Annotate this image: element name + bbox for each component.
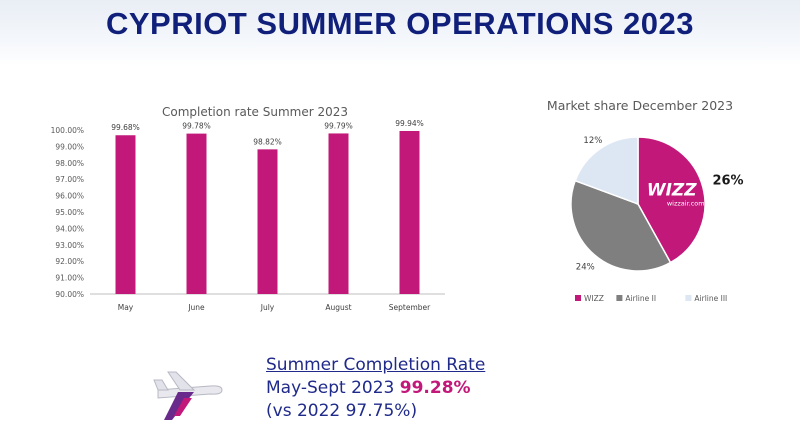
bar-chart-title: Completion rate Summer 2023	[161, 105, 348, 119]
y-tick-label: 97.00%	[55, 175, 84, 184]
pie-slice	[574, 136, 639, 206]
summary-block: Summer Completion Rate May-Sept 2023 99.…	[266, 354, 485, 423]
bar-value-label: 99.78%	[182, 122, 211, 131]
y-tick-label: 93.00%	[55, 241, 84, 250]
bar-chart: 90.00% 91.00% 92.00% 93.00% 94.00% 95.00% 96.0…	[51, 119, 445, 312]
wizz-logo: WIZZ	[647, 180, 697, 200]
pie-value-label: 12%	[583, 136, 602, 146]
pie-chart-title: Market share December 2023	[546, 98, 734, 113]
legend-swatch	[616, 295, 623, 301]
y-tick-label: 92.00%	[55, 257, 84, 266]
pie-value-label: 24%	[576, 262, 595, 272]
summary-period-line: May-Sept 2023 99.28%	[266, 377, 485, 400]
y-tick-label: 94.00%	[55, 224, 84, 233]
y-tick-label: 99.00%	[55, 142, 84, 151]
summary-comparison: (vs 2022 97.75%)	[266, 401, 418, 421]
x-tick-label: May	[118, 303, 134, 312]
legend-swatch	[575, 295, 581, 301]
legend-label: Airline II	[625, 294, 656, 303]
x-tick-label: August	[325, 303, 351, 312]
pie-slice	[570, 179, 672, 272]
pie-value-label: 26%	[712, 174, 743, 189]
bar	[257, 149, 278, 294]
bar-value-label: 99.94%	[395, 119, 424, 128]
bar-value-label: 98.82%	[253, 137, 282, 146]
legend-label: WIZZ	[584, 294, 604, 303]
y-tick-label: 96.00%	[55, 192, 84, 201]
y-tick-label: 100.00%	[51, 126, 84, 135]
summary-heading: Summer Completion Rate	[266, 355, 486, 375]
page-title: CYPRIOT SUMMER OPERATIONS 2023	[105, 6, 695, 41]
x-tick-label: September	[389, 303, 431, 312]
legend-swatch	[685, 295, 692, 301]
bar	[115, 135, 136, 294]
y-tick-label: 95.00%	[55, 208, 84, 217]
x-tick-label: July	[260, 303, 275, 312]
pie-slice	[637, 136, 706, 264]
bar-value-label: 99.79%	[324, 121, 353, 130]
bar	[328, 133, 349, 294]
summary-value: 99.28%	[399, 378, 471, 398]
y-tick-label: 98.00%	[55, 159, 84, 168]
y-tick-label: 90.00%	[55, 290, 84, 299]
summary-period: May-Sept 2023	[266, 378, 400, 398]
header-band	[0, 0, 800, 66]
airplane-icon	[153, 371, 223, 420]
legend-label: Airline III	[694, 294, 727, 303]
bar-value-label: 99.68%	[111, 123, 140, 132]
bar	[186, 133, 207, 294]
y-tick-label: 91.00%	[55, 274, 84, 283]
bar	[399, 130, 420, 294]
wizz-logo-url: wizzair.com	[667, 199, 705, 207]
x-tick-label: June	[187, 303, 205, 312]
